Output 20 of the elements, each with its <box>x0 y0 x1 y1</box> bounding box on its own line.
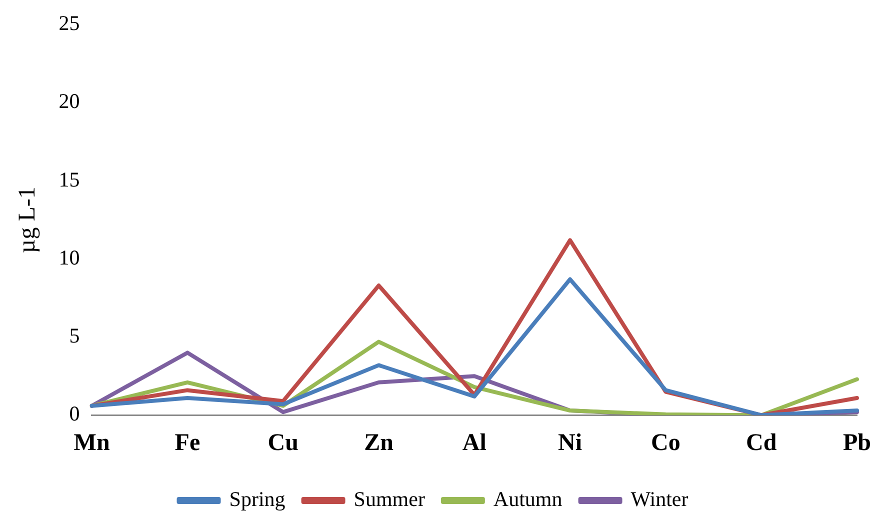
y-tick-label: 0 <box>69 402 80 426</box>
x-tick-label: Ni <box>558 430 582 456</box>
x-tick-label: Zn <box>364 430 394 456</box>
y-tick-label: 10 <box>58 245 80 270</box>
legend-label: Winter <box>630 487 688 512</box>
x-tick-label: Cd <box>746 430 778 456</box>
x-tick-label: Fe <box>174 430 200 456</box>
y-tick-label: 25 <box>58 11 80 36</box>
legend-label: Spring <box>229 487 286 512</box>
legend-label: Autumn <box>493 487 563 512</box>
legend-label: Summer <box>354 487 425 512</box>
x-tick-label: Al <box>462 430 487 456</box>
x-tick-label: Pb <box>842 430 872 456</box>
y-axis-title: µg L-1 <box>14 186 41 254</box>
y-tick-label: 5 <box>69 324 80 348</box>
y-tick-label: 20 <box>58 89 80 114</box>
y-tick-label: 15 <box>58 167 80 192</box>
x-tick-label: Cu <box>268 430 298 456</box>
x-tick-label: Mn <box>74 430 110 456</box>
x-tick-label: Co <box>651 430 680 456</box>
